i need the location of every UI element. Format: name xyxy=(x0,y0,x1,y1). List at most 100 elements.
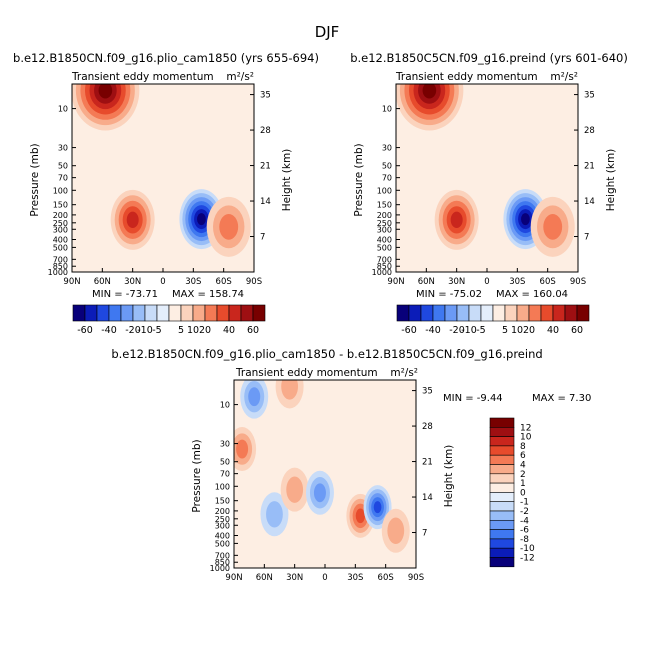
y-axis-label: Pressure (mb) xyxy=(29,143,41,216)
colorbar-label: -1 xyxy=(520,498,529,508)
y-tick-label: 250 xyxy=(215,515,230,524)
colorbar-label: 8 xyxy=(520,442,526,452)
colorbar-swatch xyxy=(489,417,515,428)
colorbar-label: -4 xyxy=(520,516,529,526)
y-tick-label: 500 xyxy=(215,539,230,548)
height-tick-label: 7 xyxy=(260,233,265,243)
colorbar-swatch xyxy=(144,304,158,322)
panel-subtitle: Transient eddy momentum xyxy=(395,71,538,83)
y-tick-label: 400 xyxy=(53,235,68,244)
y-tick-label: 150 xyxy=(215,497,230,506)
y-axis-label: Pressure (mb) xyxy=(191,439,203,512)
x-tick-label: 90S xyxy=(246,277,262,287)
y-tick-label: 200 xyxy=(377,211,392,220)
height-tick-label: 35 xyxy=(422,387,433,397)
x-tick-label: 0 xyxy=(160,277,165,287)
contour-plot: 90N 60N 30N 0 30S 60S 90S103050701001502002503… xyxy=(372,83,595,287)
y-tick-label: 400 xyxy=(377,235,392,244)
panel-title: b.e12.B1850CN.f09_g16.plio_cam1850 (yrs … xyxy=(13,51,319,65)
x-tick-label: 30N xyxy=(286,573,303,583)
colorbar-swatch xyxy=(489,547,515,558)
x-tick-label: 60N xyxy=(256,573,273,583)
x-tick-label: 90S xyxy=(408,573,424,583)
colorbar-label: -2 xyxy=(520,507,529,517)
colorbar-swatch xyxy=(180,304,194,322)
contour-band xyxy=(286,476,304,503)
x-tick-label: 60S xyxy=(378,573,394,583)
y-tick-label: 300 xyxy=(53,225,68,234)
min-label: MIN = -9.44 xyxy=(443,393,503,404)
y-tick-label: 700 xyxy=(215,551,230,560)
y-tick-label: 500 xyxy=(377,243,392,252)
height-tick-label: 28 xyxy=(584,126,595,136)
y-tick-label: 700 xyxy=(377,255,392,264)
colorbar-swatch xyxy=(432,304,446,322)
max-label: MAX = 7.30 xyxy=(532,393,591,404)
contour-band xyxy=(98,84,113,99)
colorbar-swatch xyxy=(489,426,515,437)
colorbar-label: -60 xyxy=(77,325,93,336)
colorbar-swatch xyxy=(489,501,515,512)
height-tick-label: 35 xyxy=(260,91,271,101)
y-tick-label: 70 xyxy=(382,174,392,183)
colorbar-swatch xyxy=(84,304,98,322)
x-tick-label: 30N xyxy=(124,277,141,287)
panel-subtitle: Transient eddy momentum xyxy=(235,367,378,379)
colorbar-label: 20 xyxy=(199,325,211,336)
colorbar-swatch xyxy=(489,445,515,456)
colorbar-swatch xyxy=(204,304,218,322)
y-tick-label: 400 xyxy=(215,531,230,540)
y-tick-label: 500 xyxy=(53,243,68,252)
contour-band xyxy=(313,483,326,503)
colorbar-label: 5 xyxy=(178,325,184,336)
min-label: MIN = -73.71 xyxy=(92,289,158,300)
colorbar-swatch xyxy=(156,304,170,322)
colorbar-swatch xyxy=(480,304,494,322)
panel-title: b.e12.B1850CN.f09_g16.plio_cam1850 - b.e… xyxy=(111,347,542,361)
colorbar-swatch xyxy=(489,464,515,475)
x-tick-label: 90N xyxy=(387,277,404,287)
y-tick-label: 100 xyxy=(215,482,230,491)
colorbar-swatch xyxy=(552,304,566,322)
y-tick-label: 50 xyxy=(58,162,68,171)
panel-units: m²/s² xyxy=(390,367,418,379)
x-tick-label: 90N xyxy=(63,277,80,287)
height-tick-label: 28 xyxy=(422,422,433,432)
colorbar-label: -12 xyxy=(520,554,535,564)
x-tick-label: 90N xyxy=(225,573,242,583)
panel-plio: b.e12.B1850CN.f09_g16.plio_cam1850 (yrs … xyxy=(13,51,319,300)
colorbar-swatch xyxy=(516,304,530,322)
min-label: MIN = -75.02 xyxy=(416,289,482,300)
colorbar-label: 4 xyxy=(520,461,526,471)
y-tick-label: 70 xyxy=(58,174,68,183)
colorbar-label: 40 xyxy=(223,325,235,336)
y-tick-label: 200 xyxy=(215,507,230,516)
colorbar-swatch xyxy=(489,538,515,549)
y-tick-label: 30 xyxy=(58,144,68,153)
colorbar-label: -10 xyxy=(461,325,477,336)
y-tick-label: 50 xyxy=(382,162,392,171)
contour-plot: 90N 60N 30N 0 30S 60S 90S103050701001502002503… xyxy=(48,83,271,287)
x-tick-label: 60S xyxy=(540,277,556,287)
y-tick-label: 850 xyxy=(53,262,68,271)
colorbar-label: -40 xyxy=(101,325,117,336)
colorbar-swatch xyxy=(468,304,482,322)
y-tick-label: 300 xyxy=(377,225,392,234)
colorbar-label: 40 xyxy=(547,325,559,336)
x-tick-label: 0 xyxy=(484,277,489,287)
contour-band xyxy=(236,439,249,459)
height-tick-label: 14 xyxy=(260,197,271,207)
figure-title: DJF xyxy=(315,23,340,41)
colorbar-swatch xyxy=(489,436,515,447)
contour-band xyxy=(373,501,382,514)
colorbar-label: -5 xyxy=(476,325,485,336)
x-tick-label: 60N xyxy=(418,277,435,287)
colorbar-label: -5 xyxy=(152,325,161,336)
y-tick-label: 50 xyxy=(220,458,230,467)
y-tick-label: 100 xyxy=(377,186,392,195)
colorbar-label: -6 xyxy=(520,526,529,536)
colorbar-swatch xyxy=(192,304,206,322)
y-tick-label: 30 xyxy=(220,440,230,449)
y-tick-label: 850 xyxy=(377,262,392,271)
y-tick-label: 200 xyxy=(53,211,68,220)
